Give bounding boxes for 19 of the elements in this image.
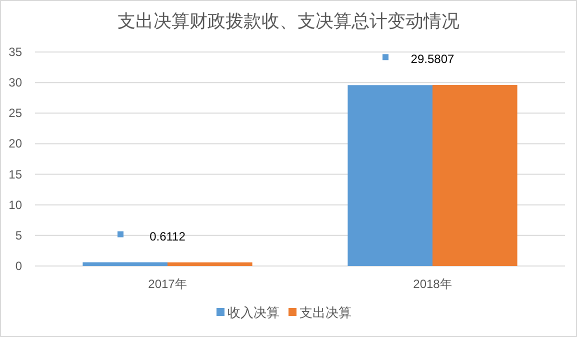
bar <box>432 85 518 266</box>
y-tick-label: 20 <box>8 136 22 151</box>
y-tick-label: 0 <box>15 259 22 273</box>
x-tick-label: 2017年 <box>148 277 187 291</box>
y-tick-label: 10 <box>8 198 22 212</box>
bar <box>82 262 168 266</box>
y-tick-label: 5 <box>15 228 22 242</box>
data-label: 29.5807 <box>410 52 455 66</box>
y-tick-label: 35 <box>8 45 22 59</box>
y-tick-label: 30 <box>8 76 22 90</box>
bar <box>168 262 252 266</box>
x-tick-label: 2018年 <box>413 277 452 291</box>
y-tick-label: 25 <box>8 106 22 120</box>
legend-label: 支出决算 <box>300 305 352 320</box>
chart-title: 支出决算财政拨款收、支决算总计变动情况 <box>118 11 460 31</box>
legend-label: 收入决算 <box>228 305 280 320</box>
data-label: 0.6112 <box>150 229 186 244</box>
bar <box>348 85 432 266</box>
y-tick-label: 15 <box>8 167 22 182</box>
